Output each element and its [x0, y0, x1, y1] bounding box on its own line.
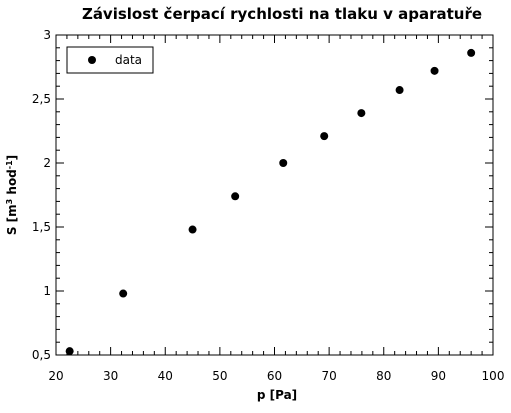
- x-tick-label: 40: [158, 369, 173, 383]
- plot-frame: [55, 34, 494, 356]
- y-tick-label: 3: [43, 28, 51, 42]
- x-tick-label: 70: [321, 369, 336, 383]
- y-axis-label-part: ]: [5, 155, 19, 160]
- y-tick-label: 0,5: [32, 348, 51, 362]
- y-axis-ticks: [56, 34, 493, 356]
- x-tick-label: 80: [376, 369, 391, 383]
- data-point: [279, 159, 288, 167]
- x-axis-label: p [Pa]: [257, 388, 297, 402]
- y-axis-label-part: hod: [5, 169, 19, 199]
- x-tick-label: 90: [431, 369, 446, 383]
- legend-box: [66, 46, 154, 74]
- chart-title: Závislost čerpací rychlosti na tlaku v a…: [82, 5, 482, 23]
- x-tick-label: 100: [482, 369, 505, 383]
- x-tick-label: 60: [267, 369, 282, 383]
- legend: data: [66, 46, 154, 74]
- data-points: [65, 48, 476, 356]
- data-point: [357, 109, 366, 118]
- y-tick-label: 1: [43, 284, 51, 298]
- data-point: [188, 225, 197, 234]
- y-axis-label-superscript: -1: [5, 160, 14, 169]
- data-point: [119, 289, 128, 298]
- data-point: [320, 132, 329, 141]
- x-tick-label: 30: [103, 369, 118, 383]
- y-axis-label-part: S [m: [5, 204, 19, 235]
- data-point: [231, 192, 240, 201]
- legend-marker: [88, 56, 96, 64]
- x-axis-ticks: [55, 35, 494, 355]
- y-tick-label: 2: [43, 156, 51, 170]
- y-axis-label-superscript: 3: [5, 199, 14, 205]
- data-point: [65, 347, 74, 356]
- x-tick-label: 50: [212, 369, 227, 383]
- legend-label: data: [115, 53, 142, 67]
- data-point: [430, 66, 439, 75]
- data-point: [395, 86, 404, 95]
- data-point: [467, 48, 476, 57]
- y-tick-label: 1,5: [32, 220, 51, 234]
- x-tick-label: 20: [48, 369, 63, 383]
- y-axis-label: S [m3 hod-1]: [5, 155, 20, 235]
- y-axis-tick-labels: 0,5 1 1,5 2 2,5 3: [32, 28, 51, 362]
- x-axis-tick-labels: 20 30 40 50 60 70 80 90 100: [48, 369, 504, 383]
- y-tick-label: 2,5: [32, 92, 51, 106]
